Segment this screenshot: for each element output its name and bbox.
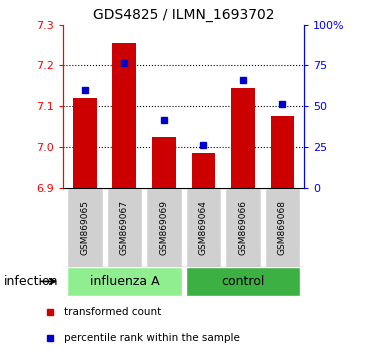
Text: transformed count: transformed count: [64, 307, 161, 317]
Text: influenza A: influenza A: [89, 275, 159, 288]
Bar: [186, 188, 221, 267]
Text: GSM869066: GSM869066: [239, 200, 247, 255]
Title: GDS4825 / ILMN_1693702: GDS4825 / ILMN_1693702: [93, 8, 275, 22]
Bar: [106, 188, 142, 267]
Bar: [73, 98, 97, 188]
Bar: [112, 43, 136, 188]
Bar: [191, 153, 215, 188]
Text: percentile rank within the sample: percentile rank within the sample: [64, 333, 240, 343]
Text: GSM869067: GSM869067: [120, 200, 129, 255]
Text: GSM869065: GSM869065: [80, 200, 89, 255]
Bar: [186, 267, 300, 296]
Text: GSM869069: GSM869069: [160, 200, 168, 255]
Bar: [231, 88, 255, 188]
Bar: [67, 267, 182, 296]
Bar: [265, 188, 300, 267]
Bar: [67, 188, 103, 267]
Bar: [152, 137, 176, 188]
Bar: [225, 188, 261, 267]
Text: infection: infection: [4, 275, 58, 288]
Bar: [270, 116, 294, 188]
Bar: [146, 188, 182, 267]
Text: control: control: [221, 275, 265, 288]
Text: GSM869064: GSM869064: [199, 200, 208, 255]
Text: GSM869068: GSM869068: [278, 200, 287, 255]
